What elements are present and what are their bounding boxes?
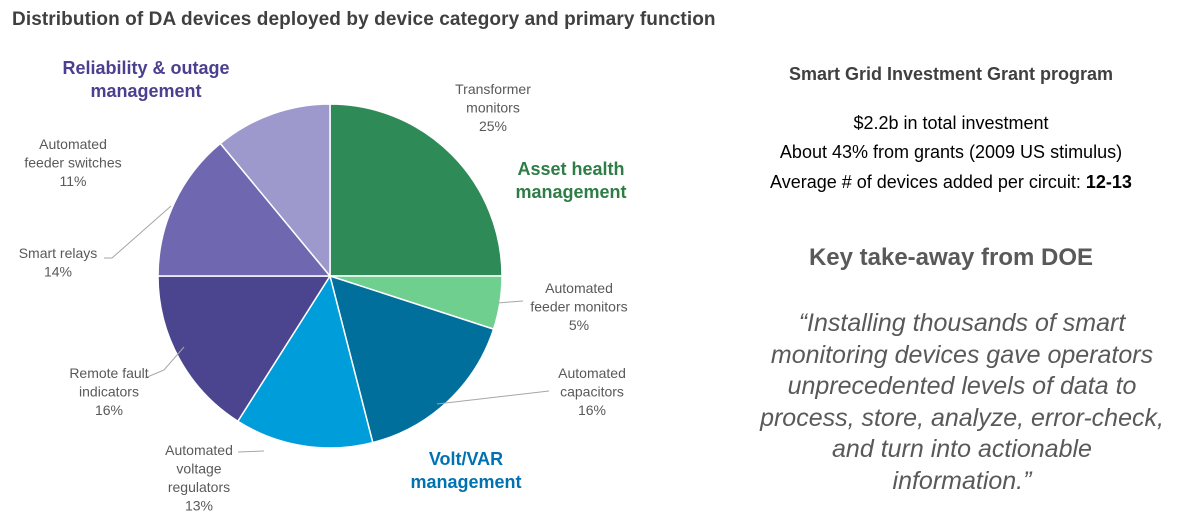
slice-label-line: regulators: [168, 479, 230, 495]
group-label: Volt/VAR management: [410, 449, 521, 492]
slice-percent: 16%: [95, 402, 123, 418]
slice-label: Smart relays 14%: [19, 245, 98, 280]
group-label: Asset health management: [515, 159, 626, 202]
pie-slice: [157, 142, 332, 277]
doe-quote: “Installing thousands of smart monitorin…: [760, 309, 1164, 495]
total-investment-text: $2.2b in total investment: [853, 113, 1049, 133]
slice-label-line: feeder monitors: [530, 299, 627, 315]
group-label: Reliability & outage management: [62, 58, 229, 101]
pie-slice: [328, 274, 495, 444]
slice-label-line: monitors: [466, 100, 520, 116]
slice-label-line: Automated: [545, 280, 613, 296]
pie-slice: [236, 274, 374, 449]
pie-slice: [219, 103, 331, 279]
leader-line: [104, 205, 172, 259]
slice-percent: 14%: [44, 264, 72, 280]
pie-slice: [329, 103, 503, 277]
leader-line: [237, 450, 265, 453]
slice-label-line: Automated: [558, 365, 626, 381]
devices-per-circuit-label: Average # of devices added per circuit:: [770, 172, 1086, 192]
slice-label-line: capacitors: [560, 384, 624, 400]
slice-label: Remote fault indicators 16%: [69, 365, 148, 418]
group-label-line: management: [515, 182, 626, 202]
leader-line: [496, 300, 524, 304]
slice-label-line: indicators: [79, 384, 139, 400]
slice-label-line: Automated: [165, 442, 233, 458]
pie-slices: [157, 103, 503, 449]
leader-line: [144, 346, 185, 379]
group-label-line: management: [410, 472, 521, 492]
pie-chart: Transformer monitors 25% Automated feeder mo…: [19, 58, 628, 514]
leader-line: [436, 390, 550, 405]
slice-percent: 13%: [185, 498, 213, 514]
slice-label-line: feeder switches: [24, 155, 121, 171]
pie-slice: [157, 275, 332, 423]
takeaway-heading: Key take-away from DOE: [808, 244, 1094, 271]
slice-percent: 25%: [479, 118, 507, 134]
slice-label-line: Remote fault: [69, 365, 148, 381]
slice-percent: 16%: [578, 402, 606, 418]
slice-label: Automated capacitors 16%: [558, 365, 626, 418]
leader-lines: [104, 205, 550, 453]
slice-label-line: Smart relays: [19, 245, 98, 261]
devices-per-circuit-text: Average # of devices added per circuit: …: [725, 172, 1177, 193]
group-label-line: Asset health: [517, 159, 624, 179]
slice-label: Transformer monitors 25%: [455, 81, 531, 134]
group-label-line: Reliability & outage: [62, 58, 229, 78]
slice-label-line: voltage: [176, 461, 221, 477]
group-label-line: management: [90, 81, 201, 101]
group-label-line: Volt/VAR: [429, 449, 503, 469]
slice-percent: 5%: [569, 317, 589, 333]
slice-label-line: Automated: [39, 136, 107, 152]
slice-labels: Transformer monitors 25% Automated feeder mo…: [19, 81, 628, 514]
slice-label-line: Transformer: [455, 81, 531, 97]
slice-label: Automated feeder monitors 5%: [530, 280, 627, 333]
slice-percent: 11%: [60, 173, 87, 189]
grants-text: About 43% from grants (2009 US stimulus): [779, 142, 1123, 162]
chart-title: Distribution of DA devices deployed by d…: [12, 9, 716, 30]
slice-label: Automated voltage regulators 13%: [165, 442, 233, 514]
devices-per-circuit-value: 12-13: [1085, 172, 1132, 192]
program-title: Smart Grid Investment Grant program: [788, 64, 1114, 84]
slice-label: Automated feeder switches 11%: [24, 136, 121, 189]
